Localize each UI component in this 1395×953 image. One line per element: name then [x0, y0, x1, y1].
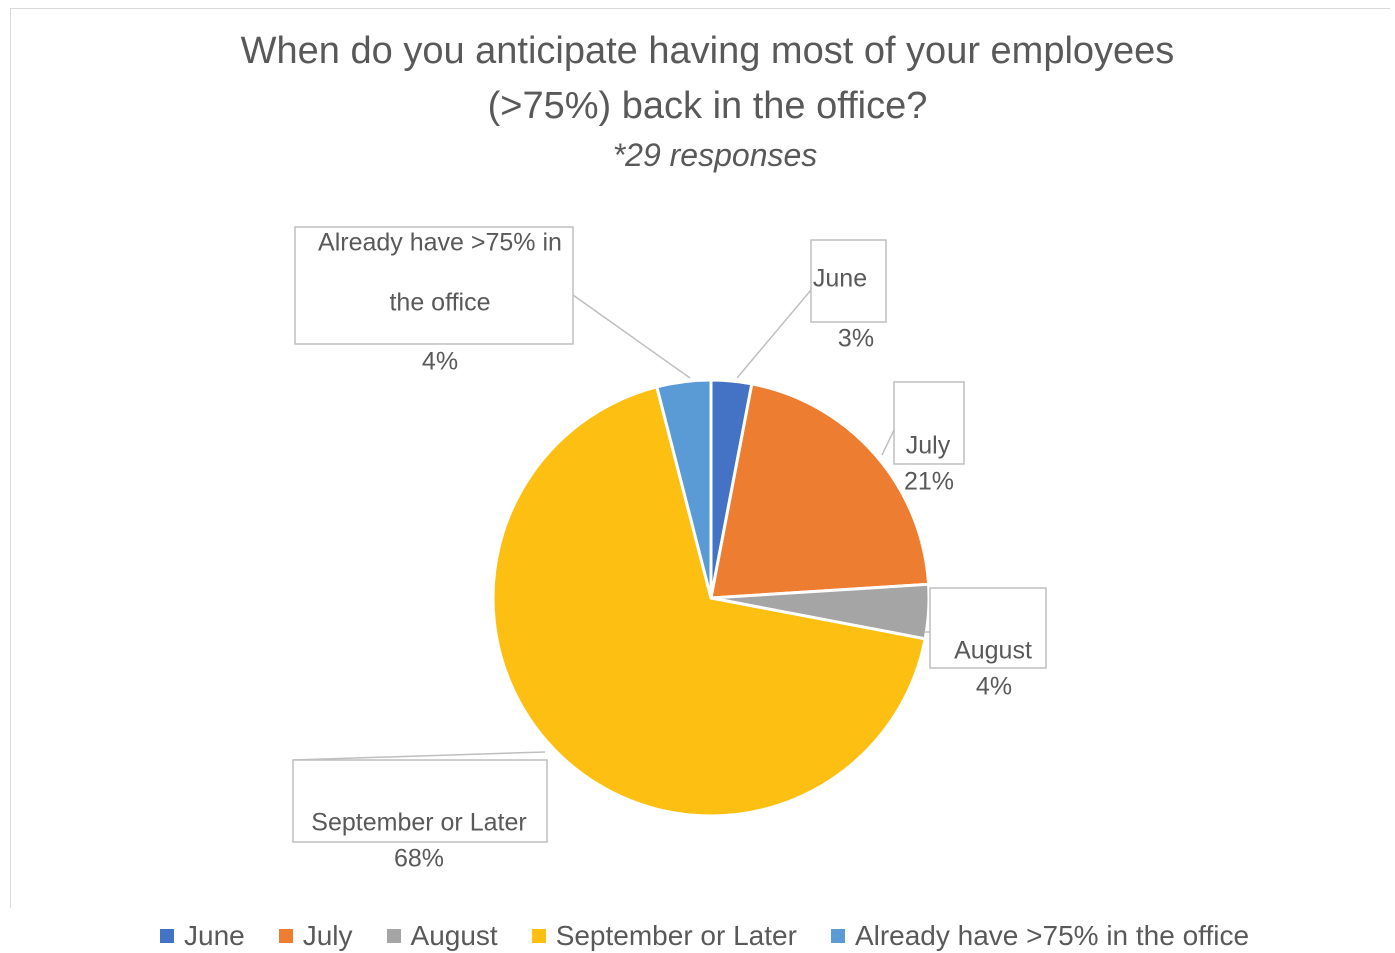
- data-label-value: 4%: [976, 673, 1012, 701]
- legend-label: Already have >75% in the office: [854, 920, 1250, 951]
- leader-line: [881, 429, 895, 456]
- legend-item-july: July: [278, 920, 353, 952]
- legend-label: July: [302, 920, 353, 951]
- data-label-value: 4%: [422, 348, 458, 376]
- leader-line: [572, 294, 691, 379]
- legend-swatch: [160, 929, 174, 943]
- callout-box: [893, 381, 965, 465]
- callout-box: [810, 239, 887, 323]
- data-label-value: 21%: [904, 468, 954, 496]
- leader-line: [736, 289, 812, 379]
- chart-title-line-2: (>75%) back in the office?: [487, 85, 928, 127]
- callout-box: [929, 587, 1047, 669]
- chart-legend: June July August September or Later Already …: [160, 920, 1283, 952]
- legend-swatch: [531, 929, 546, 943]
- data-label-already-have-75-in-the-office: Already have >75% in the office 4%: [294, 226, 691, 379]
- chart-subtitle: *29 responses: [612, 137, 818, 173]
- legend-item-august: August: [386, 920, 498, 952]
- legend-item-september-or-later: September or Later: [531, 920, 797, 952]
- legend-swatch: [386, 929, 401, 943]
- data-label-july: July 21%: [881, 381, 965, 496]
- chart-title-line-1: When do you anticipate having most of yo…: [240, 30, 1175, 72]
- chart-frame: [10, 8, 1390, 908]
- legend-item-already-have-75-in-the-office: Already have >75% in the office: [830, 920, 1250, 952]
- callout-box: [292, 759, 548, 843]
- data-label-value: 68%: [394, 845, 444, 873]
- legend-label: June: [184, 920, 245, 951]
- data-label-value: 3%: [838, 325, 874, 353]
- legend-label: August: [410, 920, 498, 951]
- data-label-category: July: [906, 432, 951, 460]
- pie-slice-already-have-75-in-the-office: [654, 378, 713, 599]
- data-label-august: August 4%: [925, 587, 1047, 701]
- pie-chart: June 3% July 21% August 4% September or Later 6…: [292, 226, 1047, 873]
- pie-slice-september-or-later: [491, 385, 927, 818]
- data-label-category: September or Later: [311, 809, 526, 837]
- legend-item-june: June: [160, 920, 245, 952]
- data-label-category: August: [954, 637, 1032, 665]
- data-label-category: the office: [389, 289, 490, 317]
- legend-label: September or Later: [555, 920, 797, 951]
- data-label-june: June 3%: [736, 239, 887, 379]
- pie-slice-july: [709, 382, 931, 600]
- legend-swatch: [830, 929, 845, 943]
- data-label-category: Already have >75% in: [318, 229, 562, 257]
- legend-swatch: [278, 929, 293, 943]
- callout-box: [294, 226, 574, 345]
- data-label-category: June: [813, 265, 867, 293]
- leader-line: [292, 751, 546, 761]
- data-label-september-or-later: September or Later 68%: [292, 751, 548, 873]
